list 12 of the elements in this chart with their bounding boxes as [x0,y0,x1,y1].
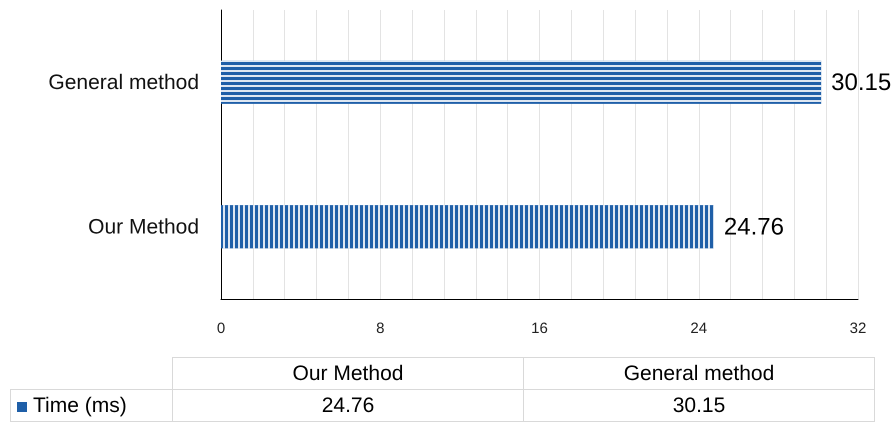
text: 30.15 [524,390,874,422]
category-label: General method [624,362,774,384]
x-tick-label: 0 [216,320,226,337]
text: 24.76 [172,390,524,422]
category-label: Our Method [292,362,404,384]
x-tick-label: 24 [690,320,708,337]
legend-label: Time (ms) [10,390,172,422]
x-tick-label: 16 [531,320,548,337]
x-tick-label: 32 [850,320,866,337]
x-tick-label: 8 [376,320,384,337]
data-label: 30.15 [831,68,892,96]
data-label: 24.76 [724,213,784,240]
